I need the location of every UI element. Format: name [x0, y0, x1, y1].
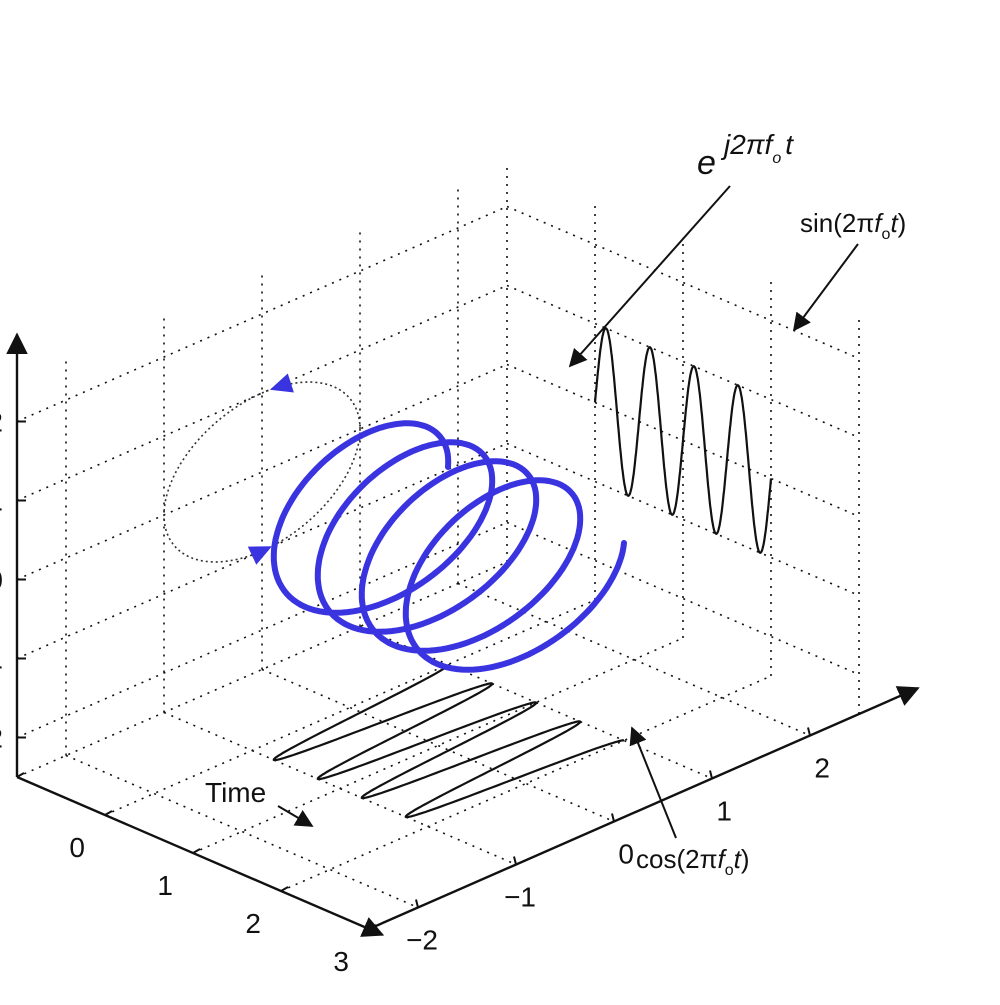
exp-arrow: [568, 185, 731, 368]
time-tick-label: 1: [157, 870, 173, 901]
rotation-arrow-left: [247, 546, 272, 565]
cos-projection: [272, 663, 625, 819]
exp-power-text: j2πf: [720, 129, 776, 160]
real-tick-mark: [709, 770, 713, 779]
time-axis-label: Time: [205, 777, 266, 808]
exp-base-label: e: [697, 144, 716, 182]
real-tick-label: 1: [716, 796, 732, 827]
grid-line-floor-time: [280, 675, 772, 892]
time-tick-mark: [192, 848, 201, 854]
cos-suffix: ): [741, 844, 750, 874]
sin-suffix: ): [898, 208, 907, 238]
time-tick-label: 3: [333, 946, 349, 977]
grid-line-side-imag: [506, 521, 860, 676]
time-tick-mark: [280, 886, 289, 892]
time-axis-label-group: Time: [205, 777, 314, 827]
real-tick-mark: [513, 856, 517, 865]
annotation-exponential: e j2πfo t: [568, 129, 794, 368]
annotation-sin: sin(2πfot): [792, 208, 906, 332]
imag-tick-label: −1: [0, 644, 3, 675]
sin-prefix: sin(2π: [800, 208, 874, 238]
cos-label: cos(2πfot): [636, 844, 750, 879]
time-axis: [16, 775, 385, 937]
cos-f: f: [718, 844, 728, 874]
grid-line-back-imag: [16, 442, 508, 660]
annotation-cos: cos(2πfot): [629, 726, 750, 879]
real-tick-label: −1: [504, 882, 536, 913]
grid-line-back-imag: [16, 205, 508, 423]
real-tick-label: 2: [814, 753, 830, 784]
imag-tick-label: 0: [0, 565, 3, 596]
imag-tick-label: 2: [0, 407, 3, 438]
time-axis-label-arrow: [277, 805, 314, 827]
sin-f: f: [874, 208, 884, 238]
real-tick-mark: [611, 813, 615, 822]
helix-series: [270, 420, 627, 673]
grid-line-back-imag: [16, 521, 508, 739]
time-tick-mark: [16, 772, 25, 778]
sin-arrow: [792, 243, 859, 332]
sin-label: sin(2πfot): [800, 208, 906, 243]
grid-line-back-imag: [16, 363, 508, 581]
real-tick-label: −2: [406, 925, 438, 956]
time-tick-label: 0: [69, 832, 85, 863]
sin-sub: o: [882, 226, 891, 243]
real-tick-label: 0: [618, 839, 634, 870]
axes: [6, 332, 920, 937]
grid-line-floor-time: [192, 637, 684, 854]
imag-tick-label: −2: [0, 723, 3, 754]
rotation-indicator: [163, 373, 361, 565]
exp-sub-text: o: [772, 150, 781, 167]
real-tick-mark: [415, 899, 419, 908]
exp-power-label: j2πfo t: [720, 129, 794, 167]
exp-tail-text: t: [785, 129, 794, 160]
helix-line: [270, 420, 627, 673]
rotation-arrow-right: [269, 373, 294, 393]
cos-sub: o: [725, 862, 734, 879]
cos-t: t: [734, 844, 743, 874]
time-tick-mark: [368, 924, 377, 930]
time-tick-label: 2: [245, 908, 261, 939]
time-tick-mark: [104, 810, 113, 816]
sin-line: [593, 327, 773, 554]
sin-projection: [593, 327, 773, 554]
cos-line: [272, 663, 625, 819]
grid-line-floor-time: [16, 561, 508, 778]
real-axis: [368, 686, 920, 931]
cos-prefix: cos(2π: [636, 844, 718, 874]
sin-t: t: [890, 208, 899, 238]
grid-lines: [16, 167, 860, 930]
imag-tick-label: 1: [0, 486, 3, 517]
real-tick-mark: [807, 727, 811, 736]
rotation-circle: [163, 381, 361, 563]
grid-line-back-imag: [16, 284, 508, 502]
cos-arrow: [629, 726, 677, 839]
grid-line-floor-time: [104, 599, 596, 816]
